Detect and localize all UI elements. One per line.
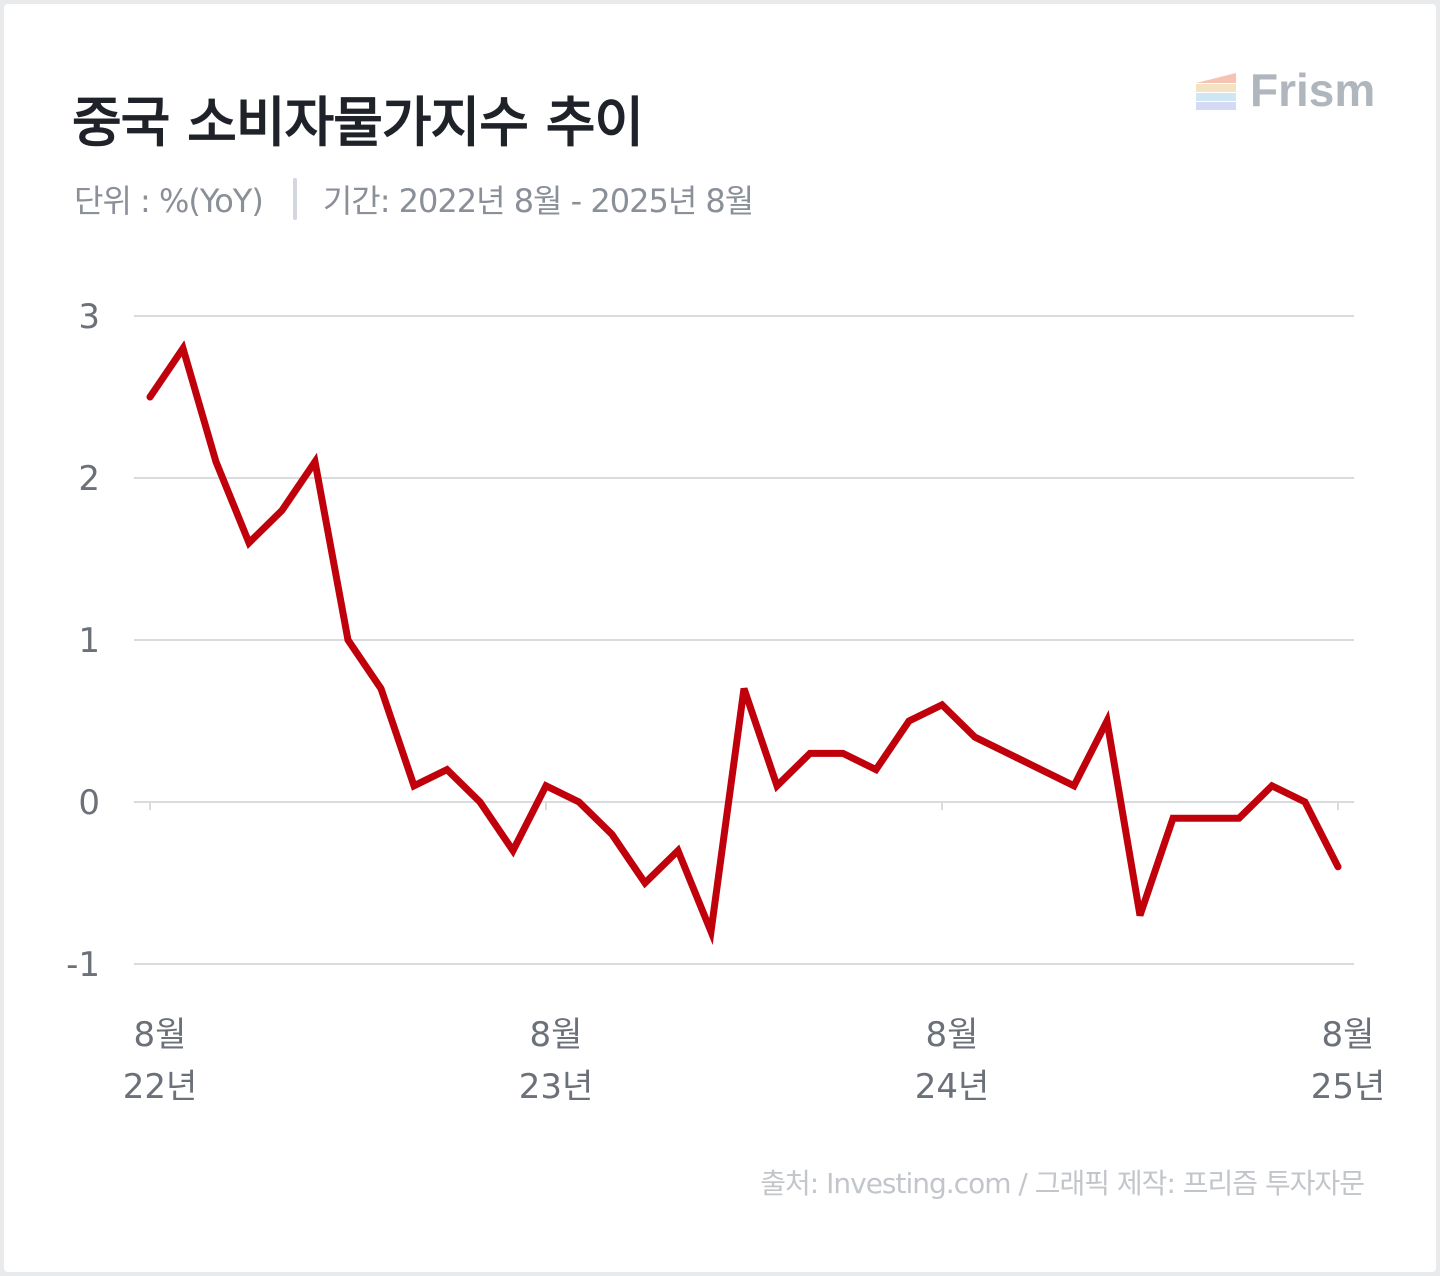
series-layer bbox=[146, 340, 1342, 946]
y-tick-label: -1 bbox=[66, 945, 100, 985]
x-tick-year: 23년 bbox=[519, 1067, 594, 1107]
chart-subtitle: 단위 : %(YoY) 기간: 2022년 8월 - 2025년 8월 bbox=[74, 176, 754, 222]
source-note: 출처: Investing.com / 그래픽 제작: 프리즘 투자자문 bbox=[760, 1167, 1365, 1200]
axis-layer: 3 2 1 0 -1 8월 22년 8월 23년 8월 24년 8월 25년 bbox=[66, 297, 1385, 1107]
y-tick-label: 3 bbox=[78, 297, 100, 337]
divider bbox=[292, 178, 297, 220]
x-tick-year: 25년 bbox=[1311, 1067, 1386, 1107]
chart-card: 중국 소비자물가지수 추이 단위 : %(YoY) 기간: 2022년 8월 -… bbox=[4, 4, 1436, 1272]
logo-text: Frism bbox=[1250, 64, 1376, 116]
unit-label: 단위 : %(YoY) bbox=[74, 182, 264, 220]
x-tick-month: 8월 bbox=[926, 1015, 979, 1055]
x-tick-month: 8월 bbox=[134, 1015, 187, 1055]
x-tick-year: 24년 bbox=[915, 1067, 990, 1107]
brand-logo: Frism bbox=[1196, 64, 1376, 116]
y-tick-label: 0 bbox=[78, 783, 100, 823]
x-tick-year: 22년 bbox=[123, 1067, 198, 1107]
y-tick-label: 1 bbox=[78, 621, 100, 661]
y-tick-label: 2 bbox=[78, 459, 100, 499]
grid-layer bbox=[134, 315, 1354, 965]
frism-logo-icon bbox=[1196, 73, 1236, 110]
chart-title: 중국 소비자물가지수 추이 bbox=[72, 91, 644, 154]
x-tick-month: 8월 bbox=[1322, 1015, 1375, 1055]
period-label: 기간: 2022년 8월 - 2025년 8월 bbox=[322, 182, 754, 220]
x-tick-month: 8월 bbox=[530, 1015, 583, 1055]
